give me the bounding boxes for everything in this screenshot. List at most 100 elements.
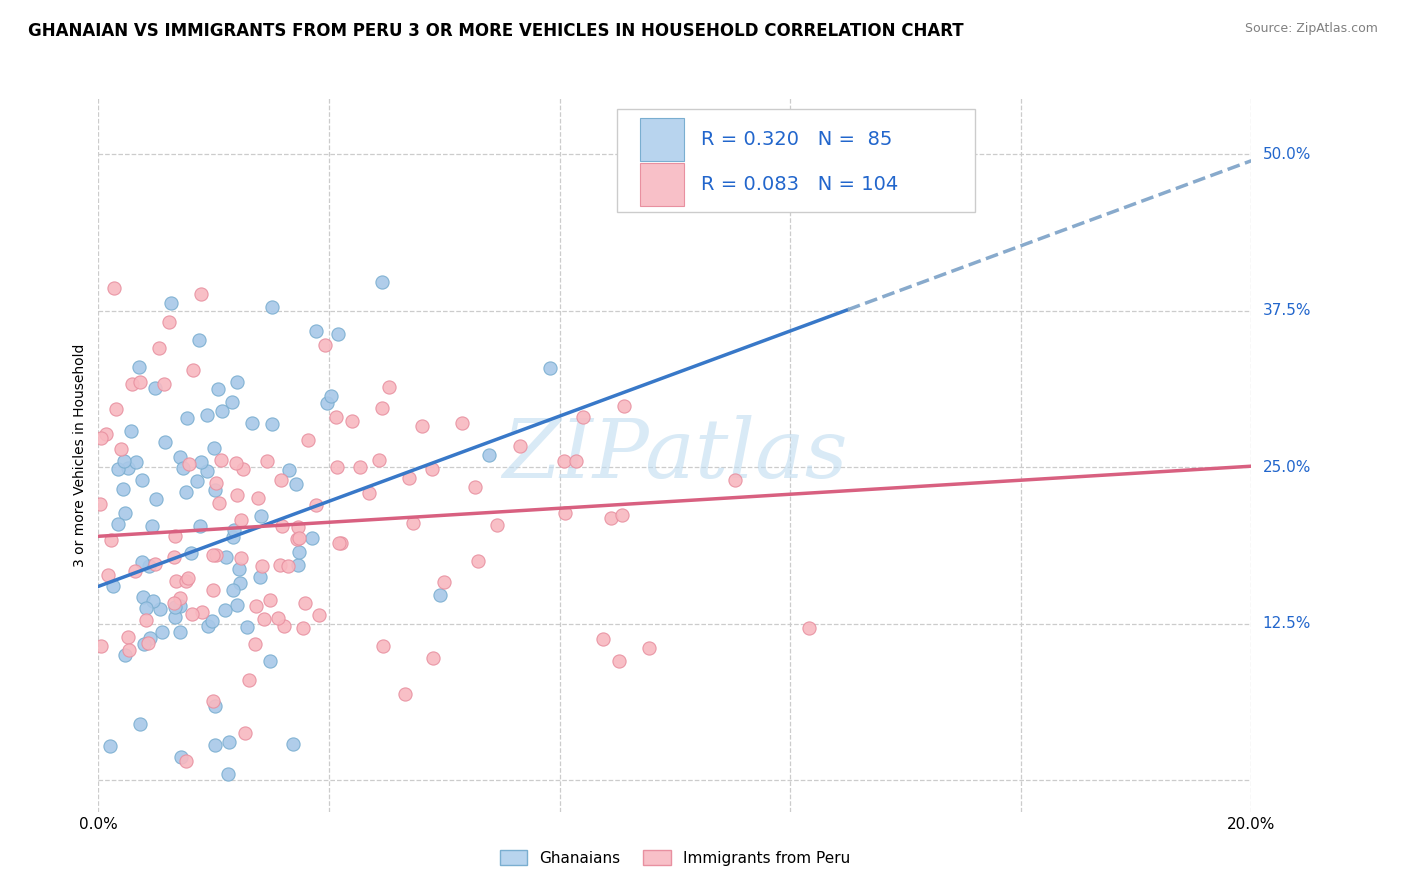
Point [205, 476, 228, 491]
Point [297, 433, 319, 447]
Point [420, 462, 443, 476]
Point [135, 600, 157, 615]
Point [249, 570, 271, 584]
Point [145, 492, 167, 507]
Point [613, 399, 636, 413]
Text: R = 0.083   N = 104: R = 0.083 N = 104 [702, 175, 898, 194]
Point [253, 612, 276, 626]
Point [262, 417, 284, 431]
FancyBboxPatch shape [617, 109, 974, 212]
Point [174, 755, 197, 769]
Point [204, 483, 226, 497]
Point [572, 410, 595, 425]
Point [328, 536, 350, 550]
Point [486, 517, 509, 532]
Point [288, 545, 311, 559]
Point [250, 558, 273, 573]
Point [118, 643, 141, 657]
Point [211, 403, 233, 417]
Point [174, 485, 197, 500]
Point [232, 462, 254, 476]
Point [128, 375, 150, 389]
Point [180, 546, 202, 560]
Point [368, 453, 391, 467]
Point [125, 455, 148, 469]
Point [373, 639, 395, 653]
Point [98, 739, 121, 753]
Point [163, 596, 186, 610]
Point [509, 439, 531, 453]
Point [238, 673, 260, 688]
Point [195, 409, 218, 423]
Point [451, 416, 474, 430]
Point [104, 401, 127, 416]
Point [329, 536, 352, 550]
Point [153, 434, 176, 449]
Point [209, 453, 232, 467]
Point [207, 382, 229, 396]
Point [610, 508, 633, 522]
Point [357, 486, 380, 500]
Point [176, 574, 198, 589]
Point [538, 361, 561, 376]
Point [114, 507, 136, 521]
Point [114, 648, 136, 663]
Point [592, 632, 614, 647]
Point [142, 594, 165, 608]
Point [270, 473, 292, 487]
Point [281, 737, 304, 751]
Point [637, 640, 659, 655]
Point [433, 575, 456, 590]
Point [349, 460, 371, 475]
Point [117, 461, 139, 475]
Legend: Ghanaians, Immigrants from Peru: Ghanaians, Immigrants from Peru [494, 844, 856, 871]
Point [214, 603, 236, 617]
Point [107, 516, 129, 531]
Point [464, 480, 486, 494]
Text: 50.0%: 50.0% [1263, 147, 1310, 162]
Text: ZIPatlas: ZIPatlas [502, 415, 848, 495]
Point [157, 315, 180, 329]
Point [228, 561, 250, 575]
Point [247, 491, 270, 505]
Point [599, 511, 621, 525]
Point [325, 409, 347, 424]
Point [240, 416, 263, 430]
Point [90, 639, 112, 653]
Point [314, 338, 336, 352]
Point [163, 549, 186, 564]
Point [398, 471, 420, 485]
Point [200, 615, 222, 629]
Point [141, 518, 163, 533]
Point [124, 565, 146, 579]
Point [188, 333, 211, 347]
Point [287, 531, 309, 545]
Point [94, 426, 117, 441]
Point [136, 636, 159, 650]
Point [422, 651, 444, 665]
Point [131, 556, 153, 570]
Point [205, 548, 228, 562]
Point [225, 457, 247, 471]
Point [134, 637, 156, 651]
Point [250, 509, 273, 524]
Point [159, 296, 181, 310]
Point [553, 454, 575, 468]
Text: Source: ZipAtlas.com: Source: ZipAtlas.com [1244, 22, 1378, 36]
Point [112, 482, 135, 496]
Point [371, 401, 394, 415]
Point [429, 588, 451, 602]
Point [259, 654, 281, 668]
Point [132, 590, 155, 604]
Text: 12.5%: 12.5% [1263, 616, 1310, 632]
Point [204, 739, 226, 753]
Point [226, 487, 249, 501]
Point [236, 620, 259, 634]
Point [186, 474, 208, 488]
Point [222, 530, 245, 544]
Point [273, 619, 295, 633]
Point [294, 596, 316, 610]
FancyBboxPatch shape [640, 163, 685, 206]
Point [101, 579, 124, 593]
Point [135, 613, 157, 627]
